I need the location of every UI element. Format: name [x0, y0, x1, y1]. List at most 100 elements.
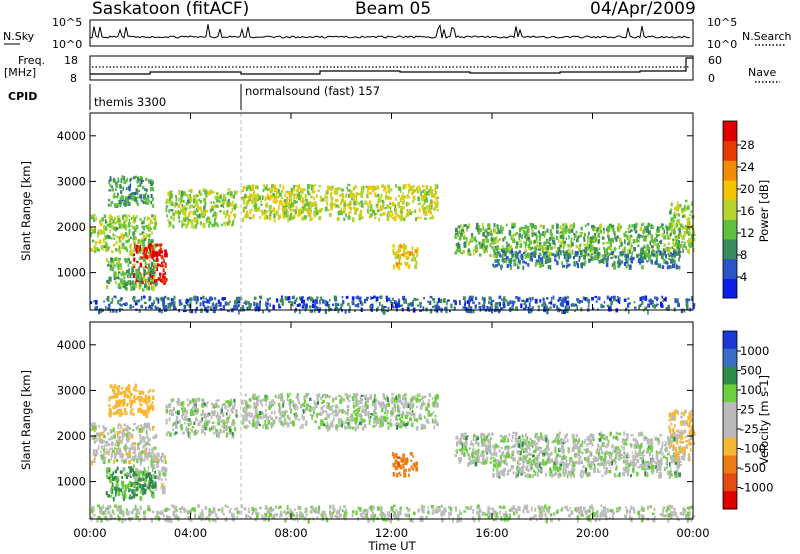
scatter-cell — [268, 187, 271, 191]
scatter-cell — [560, 240, 564, 245]
scatter-cell — [413, 418, 417, 421]
scatter-cell — [345, 213, 347, 218]
scatter-cell — [106, 279, 109, 284]
scatter-cell — [310, 297, 313, 302]
scatter-cell — [289, 193, 292, 198]
scatter-cell — [297, 211, 301, 217]
scatter-cell — [196, 217, 199, 221]
scatter-cell — [212, 214, 214, 218]
scatter-cell — [596, 250, 599, 255]
scatter-cell — [334, 188, 336, 193]
scatter-cell — [399, 255, 402, 260]
scatter-cell — [318, 210, 320, 214]
scatter-cell — [222, 412, 225, 417]
scatter-cell — [554, 254, 557, 258]
scatter-cell — [594, 227, 597, 232]
scatter-cell — [677, 240, 680, 245]
scatter-cell — [374, 412, 378, 415]
scatter-cell — [301, 188, 304, 191]
scatter-cell — [371, 403, 374, 407]
scatter-cell — [656, 226, 659, 231]
scatter-cell — [329, 203, 332, 207]
scatter-cell — [317, 412, 320, 416]
scatter-cell — [366, 404, 369, 410]
scatter-cell — [122, 402, 125, 407]
scatter-cell — [114, 479, 117, 482]
scatter-cell — [315, 210, 318, 216]
scatter-cell — [519, 243, 523, 248]
scatter-cell — [576, 237, 579, 240]
scatter-cell — [232, 220, 234, 226]
scatter-cell — [605, 241, 609, 244]
scatter-cell — [120, 246, 123, 250]
scatter-cell — [418, 208, 421, 213]
scatter-cell — [411, 257, 414, 262]
scatter-cell — [227, 217, 230, 222]
scatter-cell — [587, 235, 590, 239]
scatter-cell — [329, 307, 331, 311]
scatter-cell — [341, 198, 344, 203]
scatter-cell — [292, 404, 296, 407]
scatter-cell — [287, 191, 290, 195]
noise-panel: N.Sky 10^5 10^0 10^5 10^0 N.Search — [3, 16, 792, 51]
scatter-cell — [217, 433, 220, 438]
scatter-cell — [133, 257, 136, 262]
scatter-cell — [326, 401, 329, 405]
scatter-cell — [135, 458, 138, 461]
scatter-cell — [128, 229, 131, 232]
scatter-cell — [688, 227, 691, 230]
scatter-cell — [569, 254, 572, 259]
scatter-cell — [602, 305, 605, 308]
scatter-cell — [316, 296, 319, 300]
scatter-cell — [682, 225, 685, 229]
scatter-cell — [204, 426, 207, 431]
beam-title: Beam 05 — [355, 0, 431, 19]
scatter-cell — [503, 247, 506, 253]
scatter-cell — [129, 192, 133, 197]
scatter-cell — [332, 203, 335, 206]
scatter-cell — [549, 228, 552, 233]
scatter-cell — [122, 453, 124, 457]
scatter-cell — [142, 194, 146, 199]
scatter-cell — [584, 297, 587, 301]
power-colorbar-swatch — [723, 121, 737, 142]
scatter-cell — [190, 188, 193, 194]
scatter-cell — [145, 473, 148, 479]
scatter-cell — [604, 258, 607, 261]
scatter-cell — [185, 217, 188, 221]
scatter-cell — [219, 194, 222, 200]
scatter-cell — [302, 200, 305, 205]
scatter-cell — [287, 217, 289, 223]
scatter-cell — [248, 306, 251, 310]
scatter-cell — [503, 236, 507, 240]
scatter-cell — [524, 233, 527, 239]
scatter-cell — [689, 245, 692, 249]
scatter-cell — [411, 410, 414, 414]
scatter-cell — [405, 424, 408, 429]
scatter-cell — [126, 438, 129, 443]
scatter-cell — [690, 238, 694, 243]
scatter-cell — [180, 208, 183, 213]
scatter-cell — [580, 226, 584, 231]
scatter-cell — [627, 297, 630, 300]
scatter-cell — [378, 425, 381, 428]
scatter-cell — [669, 211, 672, 215]
scatter-cell — [400, 262, 403, 266]
scatter-cell — [192, 398, 195, 403]
scatter-cell — [366, 190, 370, 193]
scatter-cell — [140, 179, 143, 184]
scatter-cell — [185, 223, 188, 229]
scatter-cell — [371, 297, 374, 300]
scatter-cell — [142, 220, 145, 225]
scatter-cell — [143, 437, 146, 443]
scatter-cell — [433, 206, 436, 210]
scatter-cell — [612, 250, 615, 254]
scatter-cell — [118, 423, 121, 426]
scatter-cell — [374, 216, 377, 220]
scatter-cell — [125, 239, 129, 244]
scatter-cell — [300, 208, 304, 211]
scatter-cell — [579, 232, 583, 236]
scatter-cell — [628, 264, 632, 269]
scatter-cell — [192, 198, 196, 204]
scatter-cell — [288, 300, 291, 304]
